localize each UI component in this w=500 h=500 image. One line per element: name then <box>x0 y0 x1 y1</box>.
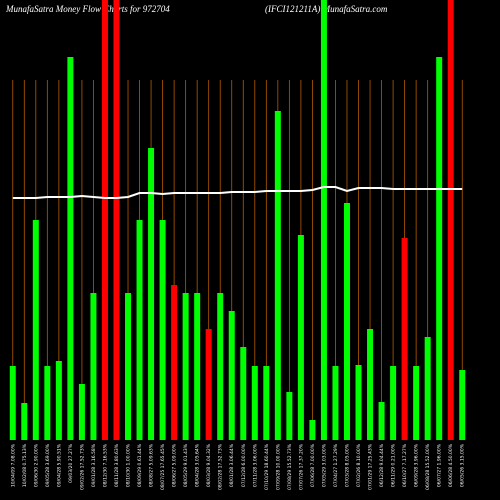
bar <box>424 337 431 440</box>
bar <box>240 347 247 440</box>
x-tick-label: 06/12/28 9.04.44% <box>379 443 385 487</box>
x-tick-label: 08/07/25 17.65.45% <box>160 443 166 490</box>
bar <box>44 366 51 440</box>
chart-title: MunafaSatra Money Flow Charts for 972704 <box>5 4 170 14</box>
bar <box>9 366 16 440</box>
bar <box>90 293 97 440</box>
x-tick-label: 06/09/28 3.96.00% <box>414 443 420 487</box>
bar <box>228 311 235 440</box>
x-tick-label: 07/06/28 7.00.00% <box>310 443 316 487</box>
x-tick-label: 06/11/29 0.21.00% <box>391 443 397 487</box>
x-tick-label: 07/03/28 8.05.00% <box>344 443 350 487</box>
bar <box>436 57 443 440</box>
x-tick-label: 08/10/30 1.00.00% <box>126 443 132 487</box>
x-tick-label: 08/05/29 9.01.43% <box>183 443 189 487</box>
bar <box>136 220 143 440</box>
bar <box>55 361 62 440</box>
bar <box>401 238 408 440</box>
x-tick-label: 07/10/29 18.60.44% <box>264 443 270 490</box>
bar <box>263 366 270 440</box>
x-tick-label: 08/01/28 3.06.44% <box>229 443 235 487</box>
x-tick-label: 07/02/26 8.10.00% <box>356 443 362 487</box>
x-tick-label: 06/10/27 7.17.27% <box>402 443 408 487</box>
bar <box>78 384 85 440</box>
bar <box>320 0 327 440</box>
x-tick-label: 09/05/28 3.69.00% <box>45 443 51 487</box>
bar <box>205 329 212 440</box>
bar <box>390 366 397 440</box>
x-tick-label: 07/11/28 3.06.00% <box>252 443 258 487</box>
x-tick-label: 09/02/26 17.52.73% <box>79 443 85 490</box>
bar <box>332 366 339 440</box>
bar <box>182 293 189 440</box>
bar <box>343 203 350 440</box>
bar <box>148 148 155 440</box>
bar <box>297 235 304 440</box>
bar <box>32 220 39 440</box>
x-tick-label: 06/08/28 15.52.00% <box>425 443 431 490</box>
bar <box>413 366 420 440</box>
x-tick-label: 08/08/27 5.09.63% <box>149 443 155 487</box>
x-tick-label: 08/02/28 17.52.73% <box>218 443 224 490</box>
bar <box>159 220 166 440</box>
flow-line <box>12 186 463 199</box>
bar <box>274 111 281 440</box>
bar <box>21 403 28 440</box>
bar <box>101 0 108 440</box>
x-tick-label: 07/07/26 17.37.20% <box>298 443 304 490</box>
x-tick-label: 09/03/20 27.27% <box>68 443 74 483</box>
x-tick-label: 06/07/27 1.96.00% <box>437 443 443 487</box>
x-tick-label: 07/09/28 10.00.00% <box>275 443 281 490</box>
x-tick-label: 08/09/29 0.61.44% <box>137 443 143 487</box>
x-tick-label: 07/08/29 15.52.73% <box>287 443 293 490</box>
x-tick-label: 06/06/28 4.50.00% <box>448 443 454 487</box>
x-tick-label: 08/03/28 9.04.32% <box>206 443 212 487</box>
x-tick-label: 08/12/30 7.16.53% <box>102 443 108 487</box>
x-tick-label: 08/11/28 3.80.63% <box>114 443 120 487</box>
x-tick-label: 09/06/30 2.90.00% <box>33 443 39 487</box>
x-tick-label: 09/04/28 5.90.51% <box>56 443 62 487</box>
bar <box>113 0 120 440</box>
bar <box>125 293 132 440</box>
bar <box>194 293 201 440</box>
bar <box>459 370 466 440</box>
x-tick-label: 07/05/29 3.03.00% <box>321 443 327 487</box>
bar <box>355 365 362 440</box>
x-tick-label: 08/06/27 5.09.00% <box>172 443 178 487</box>
bar <box>67 57 74 440</box>
bar <box>251 366 258 440</box>
x-tick-label: 09/01/28 3.16.58% <box>91 443 97 487</box>
bar <box>217 293 224 440</box>
x-tick-label: 08/04/28 3.05.64% <box>195 443 201 487</box>
x-tick-label: 07/01/29 17.25.43% <box>368 443 374 490</box>
x-tick-label: 10/02/08 0.75.13% <box>22 443 28 487</box>
x-tick-label: 10/04/09 7.08.00% <box>10 443 16 487</box>
bar <box>378 402 385 440</box>
x-tick-label: 07/04/27 1.27.29% <box>333 443 339 487</box>
bar <box>367 329 374 440</box>
x-tick-label: 07/12/28 6.00.00% <box>241 443 247 487</box>
bar <box>286 392 293 440</box>
bar <box>171 285 178 440</box>
bar <box>309 420 316 440</box>
x-tick-label: 06/05/26 3.15.00% <box>460 443 466 487</box>
bar <box>447 0 454 440</box>
